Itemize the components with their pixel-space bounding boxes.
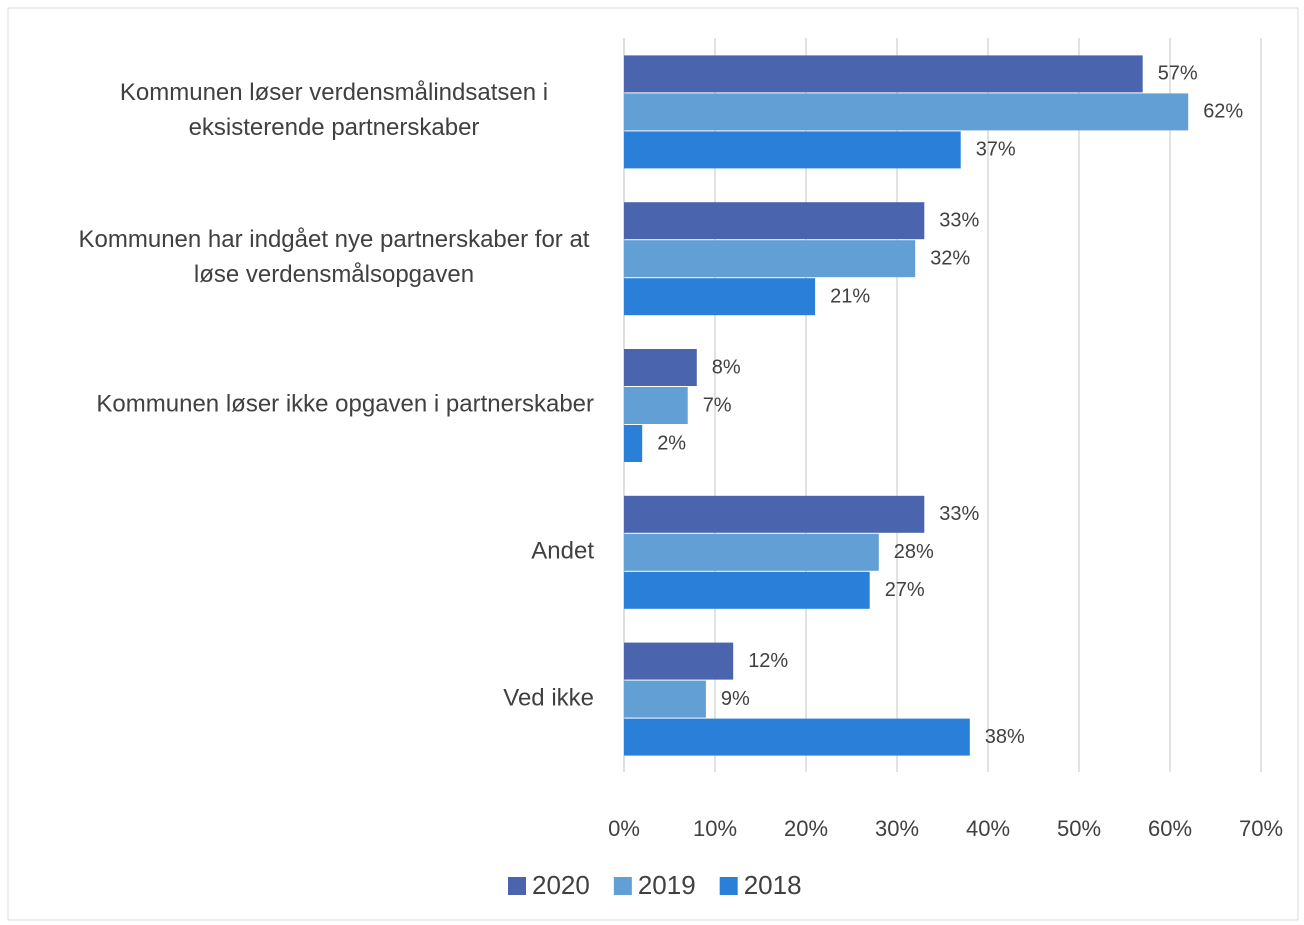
bar	[624, 680, 706, 718]
x-tick-label: 40%	[966, 816, 1010, 841]
value-label: 33%	[939, 209, 979, 231]
category-text: Kommunen løser ikke opgaven i partnerska…	[96, 390, 594, 418]
bar	[624, 495, 925, 533]
category-label: Kommunen har indgået nye partnerskaber f…	[34, 223, 594, 293]
value-label: 62%	[1203, 101, 1243, 123]
x-tick-label: 20%	[784, 816, 828, 841]
x-tick-label: 10%	[693, 816, 737, 841]
value-label: 32%	[930, 247, 970, 269]
value-label: 9%	[721, 688, 750, 710]
value-label: 27%	[885, 579, 925, 601]
value-label: 37%	[976, 139, 1016, 161]
legend-swatch	[508, 877, 526, 895]
x-tick-label: 0%	[608, 816, 640, 841]
bar	[624, 240, 916, 278]
legend-swatch	[719, 877, 738, 895]
bar	[624, 131, 961, 169]
bar	[624, 387, 688, 424]
value-label: 8%	[712, 356, 741, 378]
x-tick-label: 50%	[1057, 816, 1101, 841]
value-label: 57%	[1158, 63, 1198, 85]
category-label: Kommunen løser verdensmålindsatsen i eks…	[34, 77, 594, 147]
bar	[624, 93, 1189, 131]
category-text: Kommunen har indgået nye partnerskaber f…	[78, 226, 590, 289]
x-tick-label: 30%	[875, 816, 919, 841]
bar	[624, 642, 734, 680]
legend-label: 2019	[638, 870, 696, 900]
category-label: Andet	[34, 534, 594, 569]
bar	[624, 718, 970, 756]
legend-label: 2018	[744, 870, 802, 900]
bar	[624, 202, 925, 240]
frame	[7, 7, 1299, 921]
bar	[624, 278, 816, 316]
value-label: 12%	[748, 650, 788, 672]
category-text: Ved ikke	[503, 684, 594, 712]
x-tick-label: 70%	[1239, 816, 1283, 841]
value-label: 28%	[894, 541, 934, 563]
bar	[624, 533, 879, 571]
bar	[624, 349, 697, 386]
value-label: 38%	[985, 726, 1025, 748]
value-label: 33%	[939, 503, 979, 525]
value-label: 7%	[703, 394, 732, 416]
value-label: 21%	[830, 285, 870, 307]
category-text: Kommunen løser verdensmålindsatsen i eks…	[119, 79, 549, 142]
category-text: Andet	[531, 537, 594, 565]
x-tick-label: 60%	[1148, 816, 1192, 841]
bar	[624, 55, 1143, 93]
legend-label: 2020	[532, 870, 590, 900]
value-label: 2%	[657, 432, 686, 454]
bar	[624, 425, 643, 462]
category-label: Ved ikke	[34, 681, 594, 716]
bar	[624, 571, 870, 609]
category-label: Kommunen løser ikke opgaven i partnerska…	[34, 388, 594, 423]
legend-swatch	[613, 877, 632, 895]
